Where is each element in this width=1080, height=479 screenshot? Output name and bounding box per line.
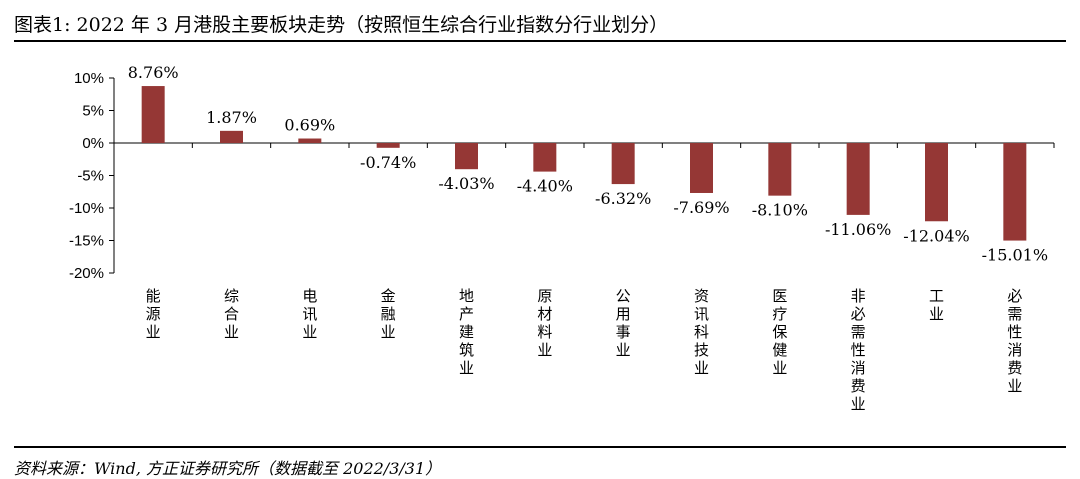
bar bbox=[846, 143, 870, 215]
source-rule bbox=[14, 446, 1066, 448]
category-label: 公用事业 bbox=[616, 287, 631, 359]
category-label: 地产建筑业 bbox=[459, 287, 474, 377]
data-label: -11.06% bbox=[825, 220, 891, 239]
category-label: 原材料业 bbox=[537, 287, 552, 359]
data-label: -8.10% bbox=[752, 201, 808, 220]
data-label: -15.01% bbox=[982, 246, 1048, 265]
data-label: -4.03% bbox=[438, 174, 494, 193]
data-label: -6.32% bbox=[595, 189, 651, 208]
category-label: 医疗保健业 bbox=[772, 287, 787, 377]
category-label: 非必需性消费业 bbox=[851, 287, 866, 413]
bar bbox=[690, 143, 713, 193]
bar bbox=[141, 86, 165, 143]
source-note: 资料来源：Wind, 方正证券研究所（数据截至 2022/3/31） bbox=[14, 459, 442, 478]
data-label: 1.87% bbox=[206, 108, 257, 127]
category-label: 工业 bbox=[929, 287, 944, 323]
bar bbox=[611, 143, 635, 185]
bar bbox=[220, 130, 243, 143]
y-tick-label: 5% bbox=[82, 103, 104, 120]
y-tick-label: 10% bbox=[74, 70, 104, 87]
bar bbox=[768, 143, 792, 196]
data-label: 8.76% bbox=[128, 63, 179, 82]
y-tick-label: -5% bbox=[77, 168, 104, 185]
title-rule bbox=[14, 40, 1066, 42]
category-label: 综合业 bbox=[224, 287, 239, 341]
bar bbox=[455, 143, 478, 170]
bar-layer bbox=[141, 86, 1027, 241]
bar bbox=[1003, 143, 1027, 241]
category-label: 资讯科技业 bbox=[694, 287, 709, 377]
data-label: -7.69% bbox=[673, 198, 729, 217]
data-label: -12.04% bbox=[903, 226, 969, 245]
category-label: 能源业 bbox=[146, 287, 161, 341]
data-label: -0.74% bbox=[360, 153, 416, 172]
bar bbox=[298, 138, 322, 143]
y-tick-label: 0% bbox=[82, 135, 104, 152]
y-tick-label: -10% bbox=[69, 200, 104, 217]
chart-title: 图表1: 2022 年 3 月港股主要板块走势（按照恒生综合行业指数分行业划分） bbox=[14, 14, 669, 36]
axis-layer: 10% 5% 0% -5% -10% -15% -20% bbox=[69, 70, 1055, 282]
y-tick-label: -20% bbox=[69, 265, 104, 282]
data-label: -4.40% bbox=[517, 177, 573, 196]
category-label: 必需性消费业 bbox=[1007, 287, 1022, 395]
bar-chart: 10% 5% 0% -5% -10% -15% -20% 8.76% 能源业 1.87% 综合业 0… bbox=[69, 63, 1055, 413]
bar bbox=[925, 143, 948, 222]
data-label: 0.69% bbox=[284, 116, 335, 135]
label-layer: 8.76% 能源业 1.87% 综合业 0.69% 电讯业 -0.74% 金融业 -4.03% 地… bbox=[128, 63, 1048, 413]
category-label: 金融业 bbox=[381, 287, 396, 341]
category-label: 电讯业 bbox=[302, 287, 317, 341]
bar bbox=[376, 143, 400, 148]
bar bbox=[533, 143, 557, 172]
y-tick-label: -15% bbox=[69, 233, 104, 250]
